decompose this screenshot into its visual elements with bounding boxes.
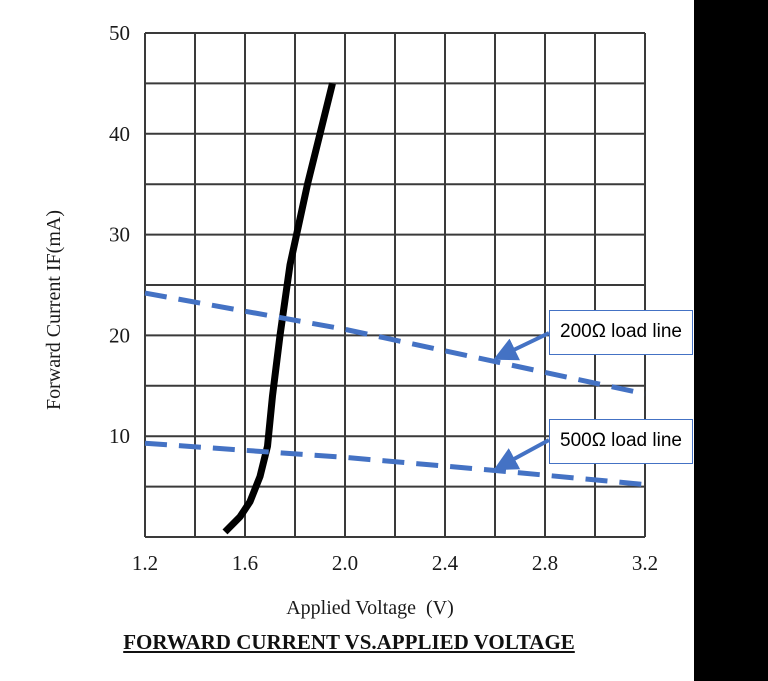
callout-arrow [493, 438, 550, 471]
y-tick-label: 10 [109, 424, 130, 448]
series-layer [144, 82, 646, 535]
x-tick-label: 2.4 [432, 551, 459, 575]
axis-ticks: 1.2 1.6 2.0 2.4 2.8 3.2 10 20 30 40 50 [109, 21, 658, 575]
y-tick-label: 40 [109, 122, 130, 146]
load-line [144, 440, 646, 488]
callout-500-ohm: 500Ω load line [549, 419, 693, 464]
y-tick-label: 50 [109, 21, 130, 45]
x-tick-label: 3.2 [632, 551, 658, 575]
chart-caption: FORWARD CURRENT VS.APPLIED VOLTAGE [123, 630, 575, 654]
callout-arrow [493, 331, 550, 361]
iv-curve [222, 82, 336, 535]
x-tick-label: 1.6 [232, 551, 258, 575]
black-panel [694, 0, 768, 681]
load-line [144, 290, 646, 397]
x-tick-label: 1.2 [132, 551, 158, 575]
callout-200-ohm: 200Ω load line [549, 310, 693, 355]
y-tick-label: 20 [109, 323, 130, 347]
x-tick-label: 2.8 [532, 551, 558, 575]
y-tick-label: 30 [109, 223, 130, 247]
callout-arrows [493, 331, 550, 471]
x-tick-label: 2.0 [332, 551, 358, 575]
x-axis-title: Applied Voltage (V) [286, 597, 454, 619]
y-axis-title: Forward Current IF(mA) [43, 210, 65, 410]
